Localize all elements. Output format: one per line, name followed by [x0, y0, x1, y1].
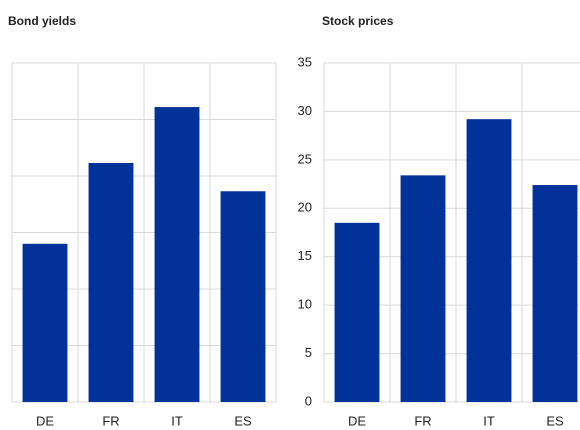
x-tick-label: IT	[483, 413, 495, 428]
bar	[532, 185, 578, 402]
y-tick-label: 30	[298, 103, 312, 118]
bar	[154, 107, 200, 402]
x-tick-label: FR	[414, 413, 431, 428]
x-tick-label: ES	[234, 413, 252, 428]
y-tick-label: 20	[298, 200, 312, 215]
bar	[22, 243, 68, 402]
bar	[220, 191, 266, 402]
x-tick-label: IT	[171, 413, 183, 428]
x-tick-label: ES	[546, 413, 564, 428]
chart-title: Bond yields	[8, 14, 76, 28]
x-tick-label: DE	[36, 413, 54, 428]
y-tick-label: 5	[305, 345, 312, 360]
y-tick-label: 35	[298, 54, 312, 69]
y-tick-label: 0	[305, 393, 312, 408]
x-tick-label: DE	[348, 413, 366, 428]
bar	[400, 175, 446, 402]
y-tick-label: 15	[298, 248, 312, 263]
y-tick-label: 10	[298, 297, 312, 312]
y-tick-label: 25	[298, 151, 312, 166]
bar	[88, 163, 134, 402]
chart-title: Stock prices	[322, 14, 394, 28]
bar	[466, 119, 512, 403]
bar	[334, 222, 380, 402]
x-tick-label: FR	[102, 413, 119, 428]
